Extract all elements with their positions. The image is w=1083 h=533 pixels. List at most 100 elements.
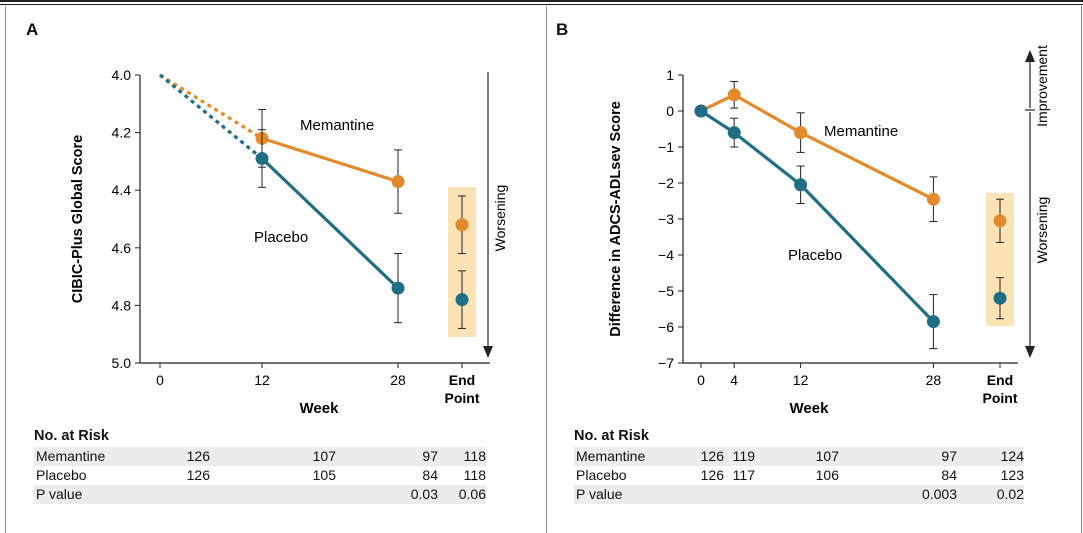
y-tick-label: 4.2 xyxy=(112,125,132,141)
memantine-line-segment xyxy=(261,136,399,184)
y-tick-label: 4.8 xyxy=(112,297,132,313)
worsening-arrow-label: Worsening xyxy=(492,185,508,252)
panel-a-risk-cell: 126 xyxy=(186,467,210,483)
panel-b-risk-row-label: P value xyxy=(576,486,623,502)
panel-b-risk-row-label: Placebo xyxy=(576,467,627,483)
y-tick-label: −6 xyxy=(658,319,674,335)
panel-a-chart: 4.0 4.2 4.4 4.6 4.8 5.0 0 12 28 End Point Week CIBIC… xyxy=(70,67,508,417)
panel-a-risk-title: No. at Risk xyxy=(34,428,109,444)
placebo-endpoint-point xyxy=(993,291,1007,305)
panel-b-risk-title: No. at Risk xyxy=(574,428,649,444)
y-tick-label: −2 xyxy=(658,175,674,191)
placebo-series-label: Placebo xyxy=(788,247,842,264)
placebo-point xyxy=(794,178,808,192)
placebo-endpoint-point xyxy=(455,293,469,307)
panel-b-risk-row: Memantine 126 119 107 97 124 xyxy=(574,447,1024,466)
placebo-point xyxy=(694,104,708,118)
panel-divider xyxy=(546,6,547,533)
x-tick-label: 4 xyxy=(730,372,738,388)
endpoint-label-line1: End xyxy=(987,372,1013,388)
panel-b-risk-row-label: Memantine xyxy=(576,448,646,464)
panel-a-risk-cell: 118 xyxy=(463,448,486,464)
right-border xyxy=(1081,6,1082,533)
y-tick-label: −7 xyxy=(658,355,674,371)
panel-b-risk-cell: 0.003 xyxy=(921,486,957,502)
panel-b-risk-cell: 124 xyxy=(1000,448,1024,464)
x-tick-label: 0 xyxy=(156,372,164,388)
memantine-line-segment xyxy=(799,131,935,201)
endpoint-label-line1: End xyxy=(449,372,475,388)
endpoint-label-line2: Point xyxy=(445,390,480,406)
panel-b-risk-row: Placebo 126 117 106 84 123 xyxy=(574,466,1024,485)
worsening-arrow-head xyxy=(1025,346,1035,358)
memantine-point xyxy=(794,126,808,140)
y-tick-label: 1 xyxy=(666,67,674,83)
y-tick-label: 4.4 xyxy=(112,182,132,198)
y-axis-title: CIBIC-Plus Global Score xyxy=(70,135,86,303)
y-axis-title: Difference in ADCS-ADLsev Score xyxy=(608,101,624,337)
improvement-arrow-label: Improvement xyxy=(1034,45,1050,127)
panel-a-risk-row: P value 0.03 0.06 xyxy=(34,485,486,504)
placebo-line-segment xyxy=(799,183,935,323)
top-rule-thin xyxy=(0,4,1083,5)
y-tick-label: 0 xyxy=(666,103,674,119)
memantine-line-segment xyxy=(159,73,263,140)
y-tick-label: −1 xyxy=(658,139,674,155)
y-tick-label: −4 xyxy=(658,247,674,263)
panel-b-risk-cell: 117 xyxy=(732,467,755,483)
placebo-series-label: Placebo xyxy=(254,229,308,246)
panel-b-risk-cell: 123 xyxy=(1000,467,1024,483)
memantine-point xyxy=(926,192,940,206)
placebo-point xyxy=(727,126,741,140)
placebo-line-segment xyxy=(733,131,802,187)
x-axis-title: Week xyxy=(790,400,830,417)
left-border xyxy=(5,6,6,533)
panel-a-risk-cell: 105 xyxy=(312,467,336,483)
panel-b-chart: 1 0 −1 −2 −3 −4 −5 −6 −7 0 4 12 28 End Point Week Differ… xyxy=(608,45,1050,417)
panel-a-risk-cell: 97 xyxy=(422,448,438,464)
worsening-arrow-head xyxy=(483,346,493,358)
panel-b-risk-cell: 126 xyxy=(700,448,724,464)
panel-b-label: B xyxy=(556,20,569,39)
memantine-endpoint-point xyxy=(455,218,469,232)
placebo-point xyxy=(391,281,405,295)
x-axis-title: Week xyxy=(300,400,340,417)
panel-a-risk-cell: 0.03 xyxy=(410,486,438,502)
panel-b-risk-cell: 126 xyxy=(700,467,724,483)
y-tick-label: −5 xyxy=(658,283,674,299)
x-tick-label: 0 xyxy=(697,372,705,388)
y-tick-label: 4.6 xyxy=(112,240,132,256)
x-tick-label: 12 xyxy=(254,372,270,388)
panel-a-risk-cell: 84 xyxy=(422,467,438,483)
panel-a-risk-row-label: Placebo xyxy=(36,467,87,483)
panel-a-risk-cell: 0.06 xyxy=(458,486,486,502)
memantine-endpoint-point xyxy=(993,214,1007,228)
panel-b-risk-cell: 119 xyxy=(732,448,755,464)
memantine-line-segment xyxy=(733,93,802,134)
placebo-line-segment xyxy=(700,109,736,134)
placebo-line-segment xyxy=(158,73,264,160)
panel-a-risk-row-label: P value xyxy=(36,486,83,502)
panel-a-risk-cell: 107 xyxy=(312,448,336,464)
endpoint-label-line2: Point xyxy=(983,390,1018,406)
y-tick-label: −3 xyxy=(658,211,674,227)
placebo-point xyxy=(255,152,269,166)
panel-a-risk-cell: 118 xyxy=(463,467,486,483)
memantine-point xyxy=(391,175,405,189)
panel-b-risk-cell: 84 xyxy=(941,467,957,483)
x-tick-label: 12 xyxy=(793,372,809,388)
memantine-series-label: Memantine xyxy=(300,117,374,134)
panel-a-risk-row: Placebo 126 105 84 118 xyxy=(34,466,486,485)
panel-b-risk-row: P value 0.003 0.02 xyxy=(574,485,1024,504)
panel-b-risk-cell: 106 xyxy=(815,467,839,483)
worsening-arrow-label: Worsening xyxy=(1034,197,1050,264)
placebo-point xyxy=(926,315,940,329)
panel-a-label: A xyxy=(26,20,39,39)
y-tick-label: 5.0 xyxy=(112,355,132,371)
memantine-point xyxy=(727,88,741,102)
panel-a-risk-row: Memantine 126 107 97 118 xyxy=(34,447,486,466)
memantine-series-label: Memantine xyxy=(824,123,898,140)
panel-a-risk-cell: 126 xyxy=(186,448,210,464)
panel-b-risk-cell: 0.02 xyxy=(996,486,1024,502)
